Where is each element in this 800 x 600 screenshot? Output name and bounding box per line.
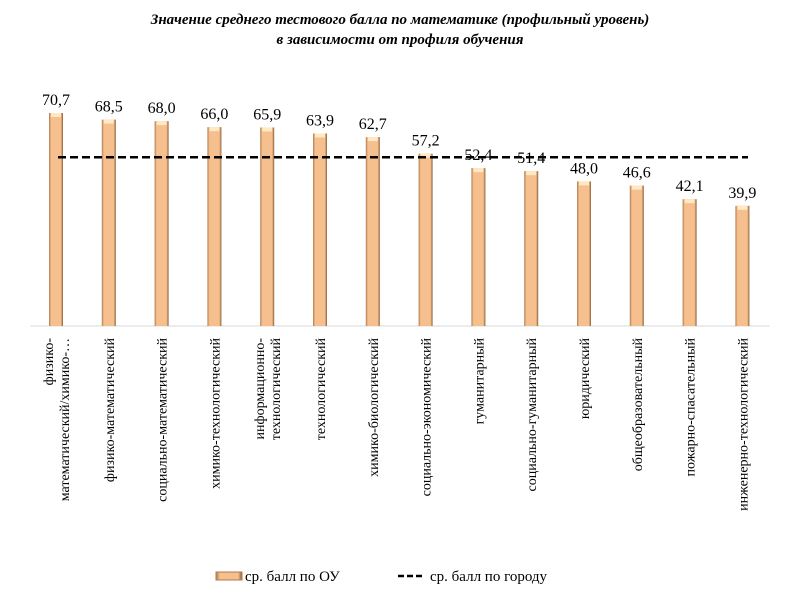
bar-cap: [103, 119, 114, 124]
category-label: инженерно-технологический: [736, 337, 751, 510]
legend-bar-label: ср. балл по ОУ: [245, 569, 340, 585]
category-label: физико-: [42, 338, 57, 386]
bar: [735, 205, 750, 326]
data-label: 70,7: [42, 92, 70, 109]
bar: [629, 185, 644, 326]
data-label: 57,2: [412, 133, 440, 150]
category-label: пожарно-спасательный: [684, 337, 699, 476]
data-label: 63,9: [306, 112, 334, 129]
bar: [471, 168, 486, 326]
category-label: информационно-: [253, 338, 268, 440]
bar: [418, 153, 433, 326]
data-label: 62,7: [359, 116, 387, 133]
bar: [682, 199, 697, 326]
category-label: юридический: [578, 337, 593, 419]
legend-bar-swatch: [215, 571, 243, 581]
bar-cap: [473, 168, 484, 173]
data-label: 52,4: [464, 147, 492, 164]
chart-title-line2: в зависимости от профиля обучения: [276, 32, 524, 48]
data-label: 68,5: [95, 99, 123, 116]
data-label: 65,9: [253, 106, 281, 123]
bar-cap: [209, 127, 220, 132]
legend: ср. балл по ОУ ср. балл по городу: [215, 569, 548, 585]
bar: [207, 127, 222, 327]
bar-cap: [526, 171, 537, 176]
bar-cap: [579, 181, 589, 186]
data-label: 48,0: [570, 160, 598, 177]
category-label: общеобразовательный: [631, 338, 646, 472]
bar-cap: [737, 205, 748, 210]
data-label: 42,1: [676, 178, 704, 195]
data-label: 46,6: [623, 165, 651, 182]
category-label: физико-математический: [103, 338, 118, 483]
bar-cap: [156, 121, 167, 126]
bar: [101, 119, 116, 326]
bar: [577, 181, 591, 326]
bar: [260, 127, 275, 326]
category-label: социально-гуманитарный: [525, 338, 540, 492]
bar-cap: [262, 127, 273, 132]
bar: [154, 121, 169, 326]
data-label: 66,0: [200, 106, 228, 123]
bar: [313, 133, 327, 326]
bar-cap: [420, 153, 431, 158]
chart-title-line1: Значение среднего тестового балла по мат…: [150, 12, 650, 28]
chart-title: Значение среднего тестового балла по мат…: [0, 10, 800, 50]
category-label: гуманитарный: [472, 338, 487, 425]
category-label: технологический: [269, 337, 284, 440]
bar: [49, 113, 63, 326]
category-label: химико-технологический: [208, 338, 223, 489]
bar-cap: [51, 113, 61, 117]
bar-cap: [367, 137, 378, 142]
data-label: 68,0: [148, 100, 176, 117]
data-label: 51,4: [517, 150, 545, 167]
bar-cap: [631, 185, 642, 190]
data-label: 39,9: [728, 185, 756, 202]
category-label: химико-биологический: [367, 338, 382, 477]
legend-line-label: ср. балл по городу: [430, 569, 548, 585]
bar-cap: [684, 199, 695, 204]
category-label: технологический: [314, 337, 329, 440]
category-label: социально-экономический: [420, 337, 435, 496]
bar: [365, 137, 380, 326]
bar: [524, 171, 539, 326]
category-label: математический/химико-…: [58, 338, 73, 501]
bar-cap: [315, 133, 325, 138]
category-label: социально-математический: [156, 337, 171, 501]
